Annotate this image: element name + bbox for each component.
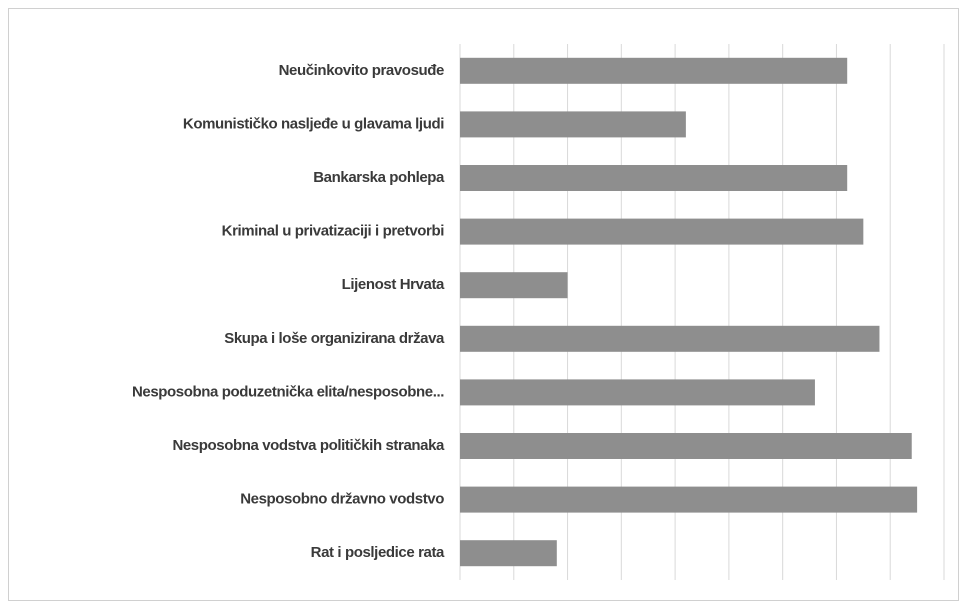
bar [460, 111, 686, 138]
y-tick-label: Rat i posljedice rata [311, 544, 445, 561]
bar [460, 325, 880, 352]
y-tick-label: Bankarska pohlepa [313, 169, 445, 186]
y-tick-label: Skupa i loše organizirana država [224, 330, 445, 347]
bar [460, 433, 912, 459]
y-tick-label: Nesposobna vodstva političkih stranaka [172, 437, 445, 454]
bar [460, 272, 568, 299]
y-tick-label: Komunističko nasljeđe u glavama ljudi [183, 115, 444, 132]
y-tick-label: Neučinkovito pravosuđe [279, 62, 444, 79]
y-tick-label: Nesposobna poduzetnička elita/nesposobne… [132, 383, 444, 400]
bar [460, 486, 918, 513]
y-tick-label: Nesposobno državno vodstvo [240, 491, 444, 508]
bar [460, 57, 848, 84]
y-tick-label: Kriminal u privatizaciji i pretvorbi [222, 223, 445, 240]
bar [460, 218, 864, 245]
bar [460, 379, 815, 406]
y-tick-label: Lijenost Hrvata [342, 276, 445, 293]
bar [460, 540, 557, 567]
bar [460, 165, 848, 191]
